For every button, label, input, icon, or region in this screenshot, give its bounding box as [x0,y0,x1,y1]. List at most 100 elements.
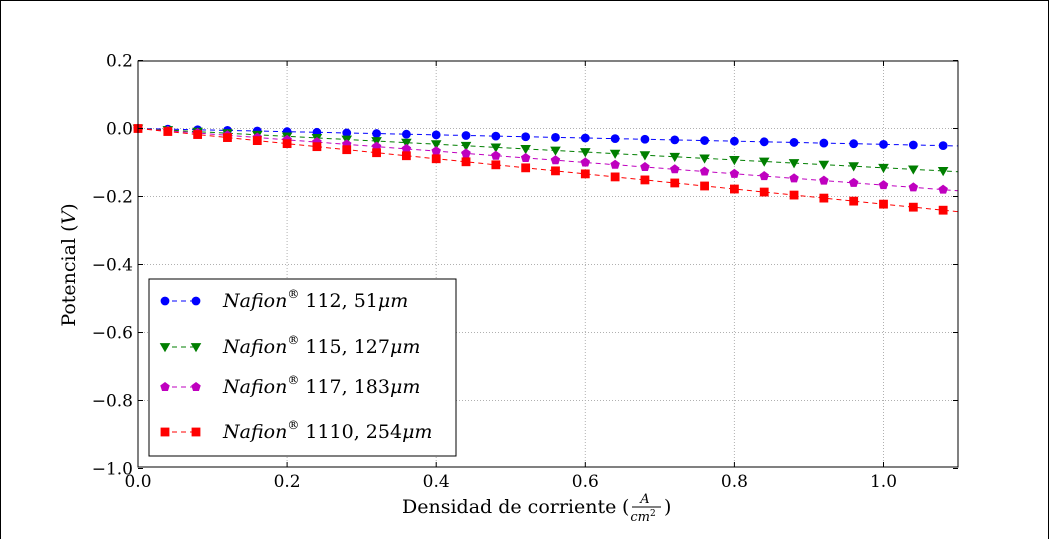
series-1-point [610,134,620,144]
legend-entry-4: Nafion® 1110, 254μm [160,418,432,443]
y-tick-label: −0.8 [92,392,133,412]
legend-entry-1: Nafion® 112, 51μm [160,287,408,312]
x-axis-unit-denominator: cm2 [630,509,655,525]
series-layer [132,123,959,215]
series-4 [133,124,959,215]
series-3-point [550,155,561,165]
legend-label: Nafion® 112, 51μm [222,287,408,312]
series-3 [133,123,959,194]
x-tick-label: 1.0 [870,472,897,492]
series-4-point [342,145,352,155]
series-1-point [580,133,590,143]
legend-box [148,278,457,457]
series-2-point [788,159,800,169]
series-2-point [937,167,949,177]
series-2-point [401,138,412,148]
series-2-point [550,146,561,156]
series-3-point [520,152,531,162]
series-2-point [490,143,502,153]
x-tick-label: 0.6 [572,472,599,492]
series-2-point [848,162,859,172]
series-2-line [137,128,959,173]
series-3-point [610,159,620,169]
series-4-point [551,166,560,176]
series-1-point [879,139,888,149]
series-4-point [461,157,471,167]
series-3-point [670,164,680,174]
series-4-point [819,193,829,203]
legend: Nafion® 112, 51μm Nafion® 115, 127μm Nafio… [148,278,457,457]
series-2-point [669,152,681,163]
legend-entry-2: Nafion® 115, 127μm [159,333,420,358]
series-4-point [938,205,948,215]
legend-marker [159,343,171,353]
series-1-point [491,131,501,141]
series-1-point [401,129,411,139]
series-4-point [491,160,501,170]
series-4-point [372,148,381,158]
axis-ticks: 0.0 0.2 0.4 0.6 0.8 1.0 0.2 0.0 −0.2 −0.4 −0.6 −0.8… [92,52,958,492]
series-4-point [700,181,709,191]
series-2-point [908,165,919,175]
legend-marker [190,343,202,353]
series-4-point [521,163,531,173]
series-3-point [819,175,829,185]
series-1-point [849,139,859,149]
series-4-point [670,178,680,188]
y-tick-label: −0.4 [92,256,133,276]
series-4-point [312,142,322,152]
series-2-point [520,145,531,155]
series-2-point [639,151,651,161]
series-2-point [699,154,710,164]
legend-entry-3: Nafion® 117, 183μm [160,373,420,398]
series-4-point [580,169,590,179]
x-axis-label-text: Densidad de corriente [402,496,616,518]
series-1-point [819,138,829,148]
series-4-point [849,196,859,206]
series-1-point [759,137,769,147]
y-tick-label: −1.0 [92,460,133,480]
x-axis-label: Densidad de corriente ( A cm2 ) [402,492,671,525]
series-3-point [640,161,650,172]
series-2-point [371,137,382,147]
series-1-point [640,134,650,144]
y-tick-label: 0.0 [106,120,133,140]
series-3-point [729,168,740,178]
series-2-point [460,141,472,152]
series-3-point [848,177,859,187]
series-4-point [789,190,799,200]
series-4-point [163,127,173,136]
series-3-point [401,143,412,153]
series-1-point [908,140,918,150]
x-tick-label: 0.2 [274,472,301,492]
series-4-point [759,187,769,197]
series-3-point [431,146,441,156]
series-4-point [193,130,203,139]
series-2-point [818,160,830,170]
series-1-point [700,136,709,145]
series-3-point [908,182,919,192]
series-3-point [491,150,501,160]
series-1-point [938,141,948,151]
series-3-point [759,171,769,181]
x-axis-unit-numerator: A [639,492,649,507]
series-2-point [609,149,621,159]
series-3-point [699,166,710,176]
series-4-point [252,136,262,146]
series-2-point [878,163,889,174]
legend-marker [191,296,201,306]
series-3-point [789,173,799,183]
legend-label: Nafion® 117, 183μm [222,373,420,398]
series-2-point [758,157,770,167]
series-4-point [730,184,739,194]
series-1-point [670,135,680,145]
x-tick-label: 0.8 [721,472,748,492]
legend-label: Nafion® 115, 127μm [222,333,420,358]
series-1-point [372,129,381,138]
series-4-point [908,202,918,212]
legend-marker [191,382,201,392]
series-3-point [461,148,471,158]
x-axis-label-open-paren: ( [622,496,629,518]
series-1-point [521,132,531,142]
